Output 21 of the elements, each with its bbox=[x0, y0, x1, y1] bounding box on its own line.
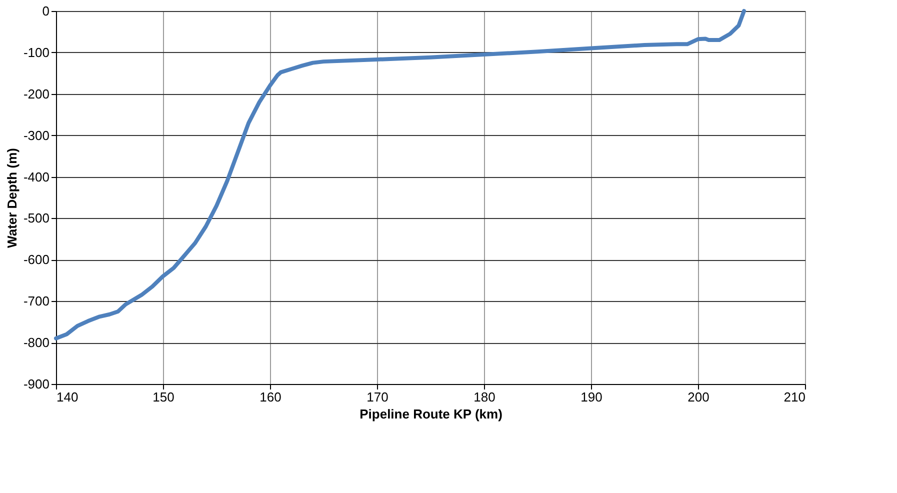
y-tick-label: -600 bbox=[23, 252, 50, 268]
y-axis-title: Water Depth (m) bbox=[4, 148, 20, 248]
x-tick-label: 200 bbox=[688, 390, 710, 404]
x-tick-label: 150 bbox=[152, 390, 174, 404]
x-axis-title: Pipeline Route KP (km) bbox=[360, 406, 502, 422]
y-tick-label: 0 bbox=[42, 4, 50, 18]
x-tick-label: 210 bbox=[784, 390, 806, 404]
y-tick-label: -700 bbox=[23, 294, 50, 309]
x-tick-label: 170 bbox=[366, 390, 388, 404]
y-tick-label: -100 bbox=[23, 44, 50, 60]
y-tick-label: -400 bbox=[23, 169, 50, 184]
x-tick-label: 160 bbox=[260, 390, 282, 404]
y-tick-label: -900 bbox=[23, 376, 50, 392]
y-tick-label: -500 bbox=[23, 210, 50, 226]
y-tick-label: -800 bbox=[23, 335, 50, 350]
y-tick-label: -200 bbox=[23, 86, 50, 102]
x-tick-label: 190 bbox=[580, 390, 602, 404]
x-tick-label: 180 bbox=[474, 390, 496, 404]
y-tick-label: -300 bbox=[23, 128, 50, 143]
line-series bbox=[54, 9, 746, 340]
x-tick-label: 140 bbox=[56, 390, 78, 404]
